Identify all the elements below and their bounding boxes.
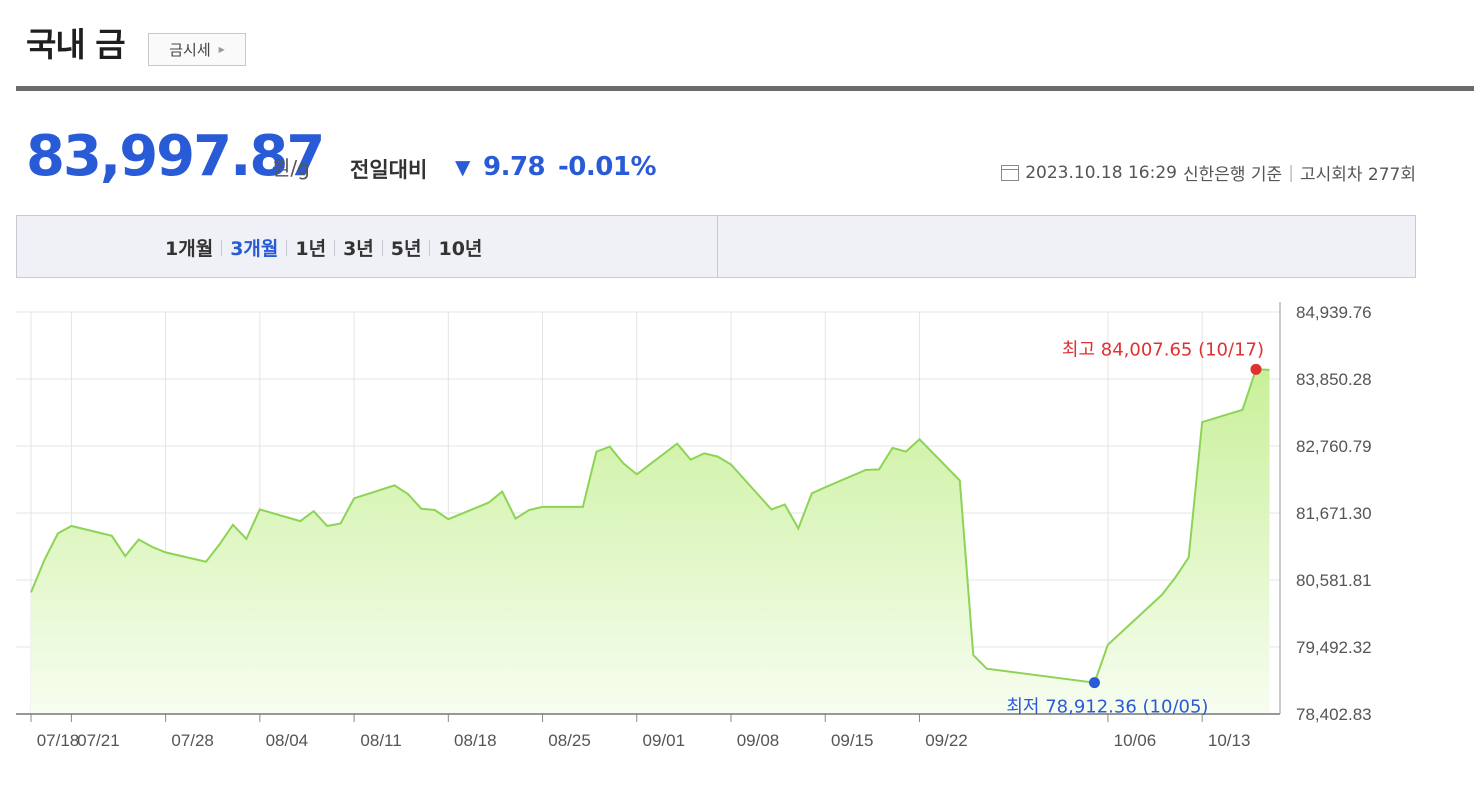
tab-separator [286, 239, 288, 256]
header-divider [16, 86, 1474, 91]
source: 신한은행 기준 [1182, 165, 1283, 185]
x-tick-label: 09/08 [737, 731, 780, 750]
page-title: 국내 금 [26, 25, 126, 64]
x-tick-label: 08/11 [360, 731, 401, 750]
x-tick-label: 07/21 [77, 731, 120, 750]
y-tick-label: 80,581.81 [1296, 571, 1372, 590]
tabbar-divider [717, 216, 718, 277]
x-tick-label: 09/01 [642, 731, 685, 750]
timestamp: 2023.10.18 16:29 [1025, 162, 1177, 183]
meta-separator: | [1288, 162, 1294, 183]
max-marker [1250, 363, 1262, 375]
x-tick-label: 08/18 [454, 731, 497, 750]
period-tabbar: 1개월 3개월 1년 3년 5년 10년 [16, 215, 1416, 278]
price-line [30, 368, 1270, 684]
tab-separator [429, 239, 431, 256]
tab-5y[interactable]: 5년 [390, 238, 422, 260]
max-label: 최고 84,007.65 (10/17) [1062, 339, 1264, 360]
down-triangle-icon: ▼ [455, 155, 471, 179]
min-marker [1088, 677, 1100, 689]
y-tick-label: 78,402.83 [1296, 705, 1372, 724]
x-tick-label: 09/22 [925, 731, 968, 750]
gold-price-button-label: 금시세 [169, 41, 211, 59]
y-tick-label: 83,850.28 [1296, 370, 1372, 389]
current-price: 83,997.87 [26, 124, 325, 189]
y-tick-label: 82,760.79 [1296, 437, 1372, 456]
gold-price-chart: 84,939.76 83,850.28 82,760.79 81,671.30 80,5… [16, 302, 1372, 750]
x-tick-label: 10/13 [1208, 731, 1251, 750]
tab-10y[interactable]: 10년 [438, 238, 483, 260]
compare-label: 전일대비 [350, 158, 428, 182]
price-meta: 2023.10.18 16:29 신한은행 기준 | 고시회차 277회 [1001, 160, 1416, 185]
y-tick-label: 79,492.32 [1296, 638, 1372, 657]
calendar-icon [1001, 164, 1020, 181]
x-tick-label: 08/04 [266, 731, 309, 750]
tab-1m[interactable]: 1개월 [165, 238, 214, 260]
y-tick-label: 84,939.76 [1296, 303, 1372, 322]
tab-3y[interactable]: 3년 [343, 238, 374, 260]
period-tabs: 1개월 3개월 1년 3년 5년 10년 [157, 234, 490, 261]
price-area [31, 369, 1270, 714]
tab-1y[interactable]: 1년 [295, 238, 327, 260]
tab-separator [334, 239, 336, 256]
price-unit: 원/g [272, 156, 310, 180]
chevron-right-icon: ▶ [218, 45, 225, 54]
x-tick-label: 09/15 [831, 731, 874, 750]
tab-separator [221, 239, 223, 256]
change-percent: -0.01% [558, 152, 657, 182]
x-tick-label: 08/25 [548, 731, 591, 750]
x-tick-label: 10/06 [1114, 731, 1157, 750]
change-value: 9.78 [483, 152, 546, 182]
gold-price-button[interactable]: 금시세 ▶ [148, 33, 246, 66]
x-tick-label: 07/18 [37, 731, 80, 750]
x-tick-label: 07/28 [171, 731, 214, 750]
y-tick-label: 81,671.30 [1296, 504, 1372, 523]
min-label: 최저 78,912.36 (10/05) [1006, 697, 1208, 718]
notice-count: 고시회차 277회 [1299, 165, 1416, 185]
tab-separator [381, 239, 383, 256]
tab-3m[interactable]: 3개월 [230, 238, 279, 260]
